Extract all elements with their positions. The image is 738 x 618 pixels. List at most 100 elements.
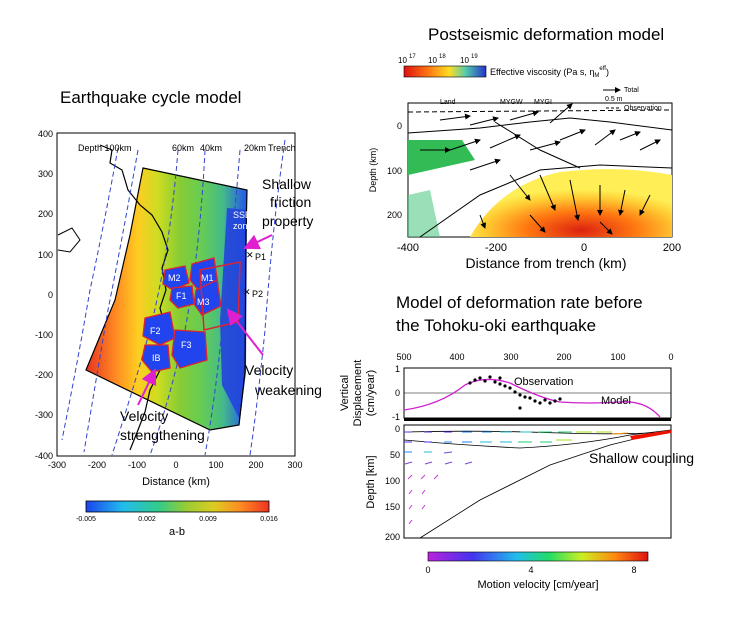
- station-land: Land: [440, 99, 456, 106]
- br-x-tick: 100: [610, 352, 625, 362]
- shallow-coupling-label: Shallow coupling: [589, 450, 694, 466]
- postseismic-panel: 10 17 10 18 10 19 Effective viscosity (P…: [368, 54, 681, 271]
- earthquake-cycle-map: SSE zone M2 M1 F1 M3 F2 F3 IB ✕ P1 ✕ P2 …: [35, 129, 322, 538]
- br-x-ticks: 500 400 300 200 100 0: [396, 352, 673, 362]
- y-tick: -300: [35, 410, 53, 420]
- lower-y-tick: 200: [385, 532, 400, 542]
- annotation-arrows: [137, 234, 273, 406]
- arrow-shallow: [243, 234, 273, 250]
- p1-label: P1: [255, 252, 266, 262]
- upper-y-tick: -1: [392, 412, 400, 422]
- asperity-f2: [142, 311, 176, 346]
- upper-y-label-2: Displacement: [352, 360, 364, 427]
- x-tick: 300: [287, 460, 302, 470]
- x-tick: 100: [208, 460, 223, 470]
- label-ib: IB: [152, 353, 161, 363]
- viscosity-colorbar: [403, 65, 487, 78]
- depth-label-100: Depth 100km: [78, 143, 132, 153]
- map-x-label: Distance (km): [142, 476, 210, 488]
- pr-x-tick: 0: [581, 242, 587, 254]
- motion-colorbar-ticks: 0 4 8: [425, 565, 636, 575]
- slab-line: [419, 429, 672, 539]
- map-y-ticks: 400 300 200 100 0 -100 -200 -300 -400: [35, 129, 53, 461]
- br-x-tick: 300: [503, 352, 518, 362]
- ab-colorbar: [85, 500, 270, 513]
- pr-x-ticks: -400 -200 0 200: [397, 242, 681, 254]
- deep-green: [408, 190, 440, 237]
- p2-label: P2: [252, 289, 263, 299]
- slab-boundaries: [407, 109, 673, 238]
- asperity-ib: [141, 344, 171, 373]
- label-zone: zone: [233, 221, 253, 231]
- label-ssez: SSE: [233, 210, 251, 220]
- br-x-tick: 200: [556, 352, 571, 362]
- label-m1: M1: [201, 273, 214, 283]
- top-right-title: Postseismic deformation model: [428, 25, 664, 44]
- moho-line: [403, 429, 672, 449]
- ab-colorbar-ticks: -0.005 0.002 0.009 0.016: [76, 516, 278, 523]
- pr-x-tick: -200: [485, 242, 507, 254]
- pr-y-tick: 100: [387, 166, 402, 176]
- y-tick: 100: [38, 250, 53, 260]
- coupling-zone: [630, 430, 671, 440]
- label-f3: F3: [181, 340, 192, 350]
- y-tick: 400: [38, 129, 53, 139]
- depth-label-40: 40km: [200, 143, 222, 153]
- mantle-wedge-green: [408, 140, 475, 175]
- annotation-shallow: Shallow: [262, 176, 312, 192]
- depth-label-trench: Trench: [268, 143, 296, 153]
- visc-tick-exp: 17: [409, 54, 416, 60]
- y-tick: 0: [48, 290, 53, 300]
- motion-vectors: [404, 431, 629, 525]
- annotation-property: property: [262, 213, 313, 229]
- x-tick: -300: [48, 460, 66, 470]
- depth-label-60: 60km: [172, 143, 194, 153]
- x-tick: 200: [248, 460, 263, 470]
- motion-tick: 4: [528, 565, 533, 575]
- y-tick: 200: [38, 209, 53, 219]
- pr-x-label: Distance from trench (km): [465, 255, 626, 271]
- label-f2: F2: [150, 326, 161, 336]
- p2-marker: ✕: [243, 287, 251, 297]
- asperities: [141, 257, 241, 373]
- cbar-tick: 0.002: [138, 516, 156, 523]
- upper-y-ticks: 1 0 -1: [392, 364, 400, 422]
- annotation-velocity-strengthening-2: strengthening: [120, 427, 205, 443]
- legend-obs: Observation: [624, 105, 662, 112]
- station-mygw: MYGW: [500, 99, 523, 106]
- visc-tick-exp: 18: [439, 54, 446, 60]
- br-x-tick: 0: [668, 352, 673, 362]
- bottom-right-title-line2: the Tohoku-oki earthquake: [396, 316, 596, 335]
- x-tick: -100: [128, 460, 146, 470]
- observation-points: ✕ P1 ✕ P2: [243, 250, 266, 299]
- pr-y-tick: 0: [397, 121, 402, 131]
- legend-model: Model: [601, 395, 631, 407]
- bottom-right-title-line1: Model of deformation rate before: [396, 293, 643, 312]
- y-tick: 300: [38, 169, 53, 179]
- interseismic-panel: 500 400 300 200 100 0 Observation Model …: [339, 352, 694, 591]
- fault-model-region: [86, 168, 247, 430]
- p1-marker: ✕: [246, 250, 254, 260]
- upper-y-label-1: Vertical: [339, 375, 351, 411]
- label-m2: M2: [168, 273, 181, 283]
- arrow-strengthening: [137, 368, 157, 406]
- y-tick: -100: [35, 330, 53, 340]
- motion-colorbar: [427, 551, 649, 562]
- label-m3: M3: [197, 297, 210, 307]
- lower-y-tick: 150: [385, 502, 400, 512]
- motion-colorbar-label: Motion velocity [cm/year]: [477, 579, 598, 591]
- lower-y-tick: 100: [385, 476, 400, 486]
- pr-y-tick: 200: [387, 210, 402, 220]
- upper-y-tick: 0: [395, 388, 400, 398]
- left-title: Earthquake cycle model: [60, 88, 241, 107]
- depth-labels: Depth 100km 60km 40km 20km Trench: [78, 143, 296, 153]
- lower-y-tick: 0: [395, 424, 400, 434]
- motion-tick: 8: [631, 565, 636, 575]
- cbar-tick: 0.016: [260, 516, 278, 523]
- cbar-tick: -0.005: [76, 516, 96, 523]
- lower-y-tick: 50: [390, 450, 400, 460]
- model-curve: [403, 378, 661, 418]
- br-x-tick: 500: [396, 352, 411, 362]
- lower-y-ticks: 0 50 100 150 200: [385, 424, 400, 542]
- arrow-weakening: [226, 308, 264, 356]
